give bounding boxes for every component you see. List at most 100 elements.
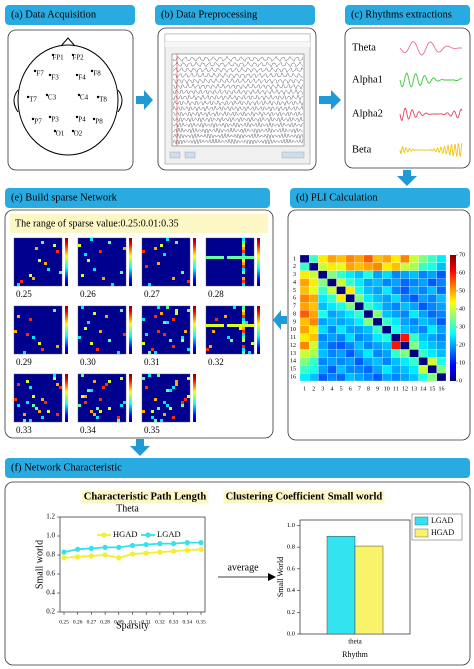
thumb-cell	[120, 377, 123, 380]
thumb-cell	[172, 318, 175, 321]
thumb-cell	[242, 306, 245, 309]
heat-col-label: 1	[303, 386, 306, 392]
thumb-cell	[157, 306, 160, 309]
thumb-cell	[239, 256, 242, 259]
arrow	[136, 90, 153, 110]
thumb-cell	[154, 315, 157, 318]
thumb-cell	[32, 395, 35, 398]
heat-row-label: 15	[290, 367, 296, 373]
series-point	[143, 550, 149, 556]
thumb-cell	[148, 374, 151, 377]
thumb-cell	[41, 416, 44, 419]
thumb-cell	[148, 283, 151, 286]
heat-cell	[418, 254, 428, 263]
thumb-cell	[117, 416, 120, 419]
heat-cell	[336, 302, 346, 311]
heat-cell	[318, 294, 328, 303]
electrode-dot	[31, 117, 35, 121]
legend-label: HGAD	[113, 529, 138, 539]
thumb-cell	[99, 398, 102, 401]
thumb-cell	[56, 345, 59, 348]
heat-cell	[354, 254, 364, 263]
thumb-cell	[242, 271, 245, 274]
thumb-cell	[93, 413, 96, 416]
electrode-label: T7	[29, 96, 37, 104]
heat-row-label: 10	[290, 327, 296, 333]
thumb-cell	[169, 407, 172, 410]
heat-row-label: 4	[293, 280, 296, 286]
thumb-cell	[242, 265, 245, 268]
x-tick-label: 0.26	[73, 619, 83, 625]
thumb-cell	[166, 238, 169, 241]
heat-cell	[327, 373, 337, 382]
x-tick-label: 0.3	[129, 619, 136, 625]
heat-cell	[382, 262, 392, 271]
heat-col-label: 2	[312, 386, 315, 392]
heat-cell	[345, 270, 355, 279]
panel-header	[290, 188, 470, 208]
thumb-cell	[157, 374, 160, 377]
heat-cell	[318, 341, 328, 350]
thumb-cell	[242, 256, 245, 259]
thumb-cell	[175, 309, 178, 312]
thumb-cell	[87, 321, 90, 324]
heat-cell	[309, 365, 319, 374]
heat-cell	[318, 310, 328, 319]
panel-header	[5, 458, 470, 478]
thumb-cell	[26, 380, 29, 383]
eeg-trace	[172, 72, 304, 79]
thumb-cell	[172, 416, 175, 419]
heat-cell	[336, 333, 346, 342]
thumb-colorbar	[193, 238, 196, 286]
heat-cell	[299, 286, 310, 295]
heat-cell	[345, 278, 355, 287]
heat-cell	[363, 302, 374, 311]
heat-cell	[418, 357, 428, 366]
thumb-cell	[154, 419, 157, 422]
heat-row-label: 5	[293, 288, 296, 294]
electrode-dot	[45, 93, 49, 97]
thumb-cell	[175, 383, 178, 386]
panel-box	[7, 29, 134, 171]
colorbar-label: 30	[459, 324, 465, 330]
heat-col-label: 16	[438, 386, 444, 392]
legend-marker	[101, 532, 107, 538]
heat-cell	[418, 294, 428, 303]
series-point	[143, 541, 149, 548]
heat-cell	[354, 270, 364, 279]
head-sketch	[13, 37, 123, 156]
heat-col-label: 4	[330, 386, 333, 392]
heat-cell	[382, 357, 392, 366]
heat-cell	[409, 294, 419, 303]
thumb-cell	[47, 410, 50, 413]
heat-cell	[400, 349, 410, 358]
heat-cell	[409, 325, 419, 334]
series-point	[61, 555, 67, 561]
arrow-head	[268, 573, 276, 581]
heat-cell	[336, 357, 346, 366]
heat-cell	[418, 349, 428, 358]
eeg-trace	[172, 110, 304, 118]
heat-cell	[436, 365, 447, 374]
heat-cell	[436, 373, 447, 382]
thumb-cell	[108, 241, 111, 244]
thumb-cell	[242, 330, 245, 333]
heat-cell	[345, 317, 355, 326]
thumb-colorbar	[257, 238, 260, 286]
thumb-cell	[242, 262, 245, 265]
heat-cell	[309, 302, 319, 311]
thumb-cell	[242, 309, 245, 312]
thumb-cell	[248, 351, 251, 354]
thumb-cell	[102, 386, 105, 389]
thumb-cell	[96, 407, 99, 410]
colorbar-label: 50	[459, 288, 465, 294]
thumb-colorbar	[129, 306, 132, 354]
heat-cell	[327, 310, 337, 319]
sparsity-label: 0.27	[144, 289, 160, 299]
electrode-label: F8	[93, 70, 101, 78]
heat-cell	[427, 286, 437, 295]
thumb-cell	[181, 271, 184, 274]
heat-row-label: 3	[293, 272, 296, 278]
heat-cell	[327, 349, 337, 358]
electrode-label: P3	[51, 116, 59, 124]
